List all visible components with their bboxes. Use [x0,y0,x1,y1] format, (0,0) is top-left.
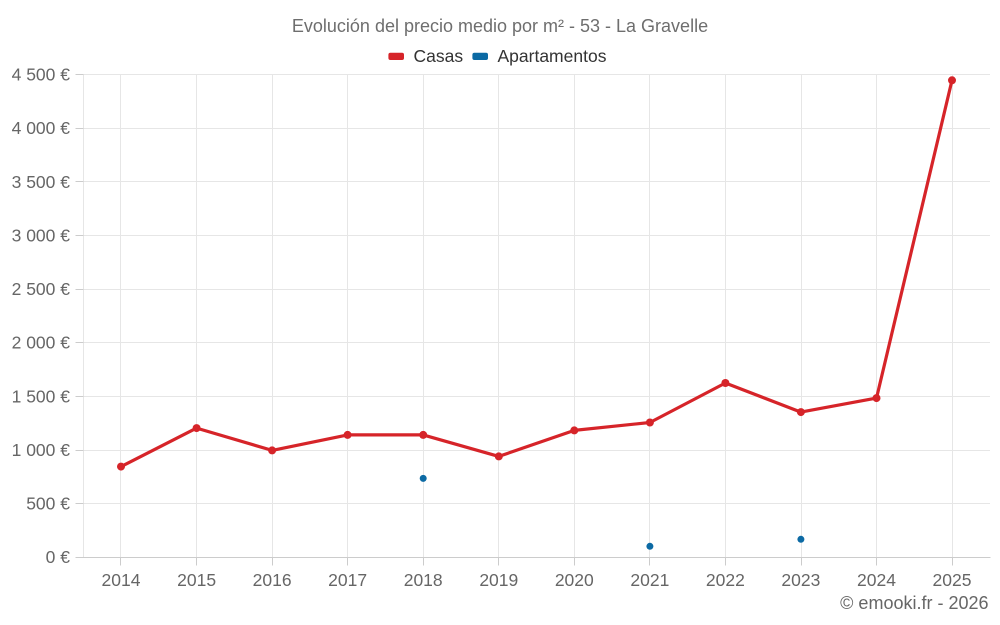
svg-text:2 000 €: 2 000 € [12,333,71,353]
svg-text:2014: 2014 [102,570,141,590]
svg-text:4 000 €: 4 000 € [12,118,71,138]
svg-text:2023: 2023 [781,570,820,590]
svg-text:2024: 2024 [857,570,896,590]
svg-text:2022: 2022 [706,570,745,590]
svg-text:2015: 2015 [177,570,216,590]
svg-text:3 500 €: 3 500 € [12,172,71,192]
svg-text:© emooki.fr - 2026: © emooki.fr - 2026 [840,593,988,613]
svg-text:2016: 2016 [253,570,292,590]
svg-text:Evolución del precio medio por: Evolución del precio medio por m² - 53 -… [292,16,708,36]
svg-text:2021: 2021 [630,570,669,590]
svg-text:Apartamentos: Apartamentos [498,46,607,66]
svg-text:3 000 €: 3 000 € [12,226,71,246]
svg-text:1 500 €: 1 500 € [12,386,71,406]
svg-text:4 500 €: 4 500 € [12,65,71,85]
svg-text:2025: 2025 [933,570,972,590]
svg-text:1 000 €: 1 000 € [12,440,71,460]
svg-text:0 €: 0 € [46,547,71,567]
svg-text:2017: 2017 [328,570,367,590]
svg-text:2 500 €: 2 500 € [12,279,71,299]
svg-text:2020: 2020 [555,570,594,590]
svg-text:Casas: Casas [414,46,464,66]
svg-text:2018: 2018 [404,570,443,590]
svg-text:500 €: 500 € [26,494,70,514]
svg-text:2019: 2019 [479,570,518,590]
